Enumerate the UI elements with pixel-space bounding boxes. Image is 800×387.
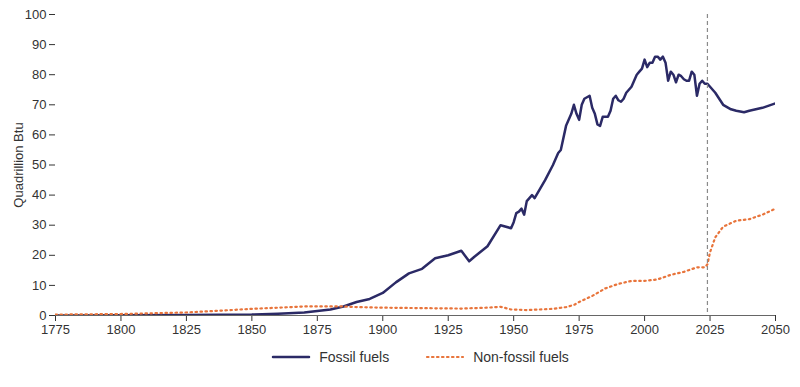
svg-text:2000: 2000 bbox=[630, 322, 659, 337]
svg-text:10: 10 bbox=[32, 278, 46, 293]
svg-text:80: 80 bbox=[32, 67, 46, 82]
svg-text:1850: 1850 bbox=[237, 322, 266, 337]
svg-text:1775: 1775 bbox=[41, 322, 70, 337]
svg-text:100: 100 bbox=[25, 7, 47, 22]
svg-text:1900: 1900 bbox=[368, 322, 397, 337]
svg-text:Quadrillion Btu: Quadrillion Btu bbox=[11, 122, 26, 207]
svg-text:60: 60 bbox=[32, 127, 46, 142]
svg-text:1800: 1800 bbox=[106, 322, 135, 337]
html-text:Fossil fuels: Fossil fuels bbox=[319, 349, 390, 365]
html-text:Non-fossil fuels: Non-fossil fuels bbox=[473, 349, 569, 365]
svg-text:90: 90 bbox=[32, 37, 46, 52]
svg-text:40: 40 bbox=[32, 187, 46, 202]
svg-text:1925: 1925 bbox=[434, 322, 463, 337]
svg-text:50: 50 bbox=[32, 157, 46, 172]
svg-text:2050: 2050 bbox=[761, 322, 790, 337]
svg-text:1975: 1975 bbox=[565, 322, 594, 337]
svg-text:0: 0 bbox=[39, 308, 46, 323]
svg-text:30: 30 bbox=[32, 217, 46, 232]
svg-text:1950: 1950 bbox=[499, 322, 528, 337]
svg-text:2025: 2025 bbox=[696, 322, 725, 337]
svg-text:70: 70 bbox=[32, 97, 46, 112]
svg-text:20: 20 bbox=[32, 247, 46, 262]
svg-text:1825: 1825 bbox=[172, 322, 201, 337]
svg-text:1875: 1875 bbox=[303, 322, 332, 337]
